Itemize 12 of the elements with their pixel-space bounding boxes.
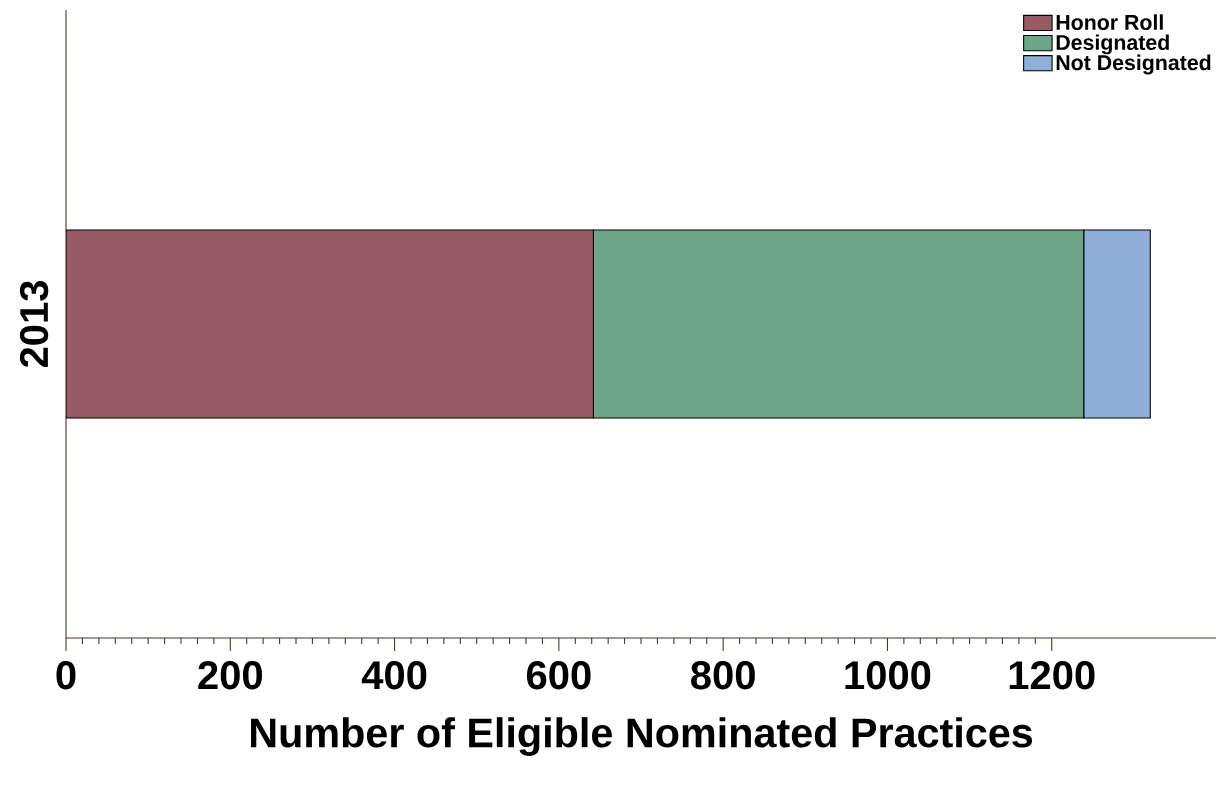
x-tick-label: 800 — [691, 661, 755, 690]
legend-label: Not Designated — [1056, 54, 1211, 75]
x-tick-label: 600 — [526, 661, 591, 690]
y-tick-label: 2013 — [19, 280, 49, 368]
x-tick-label: 1000 — [845, 661, 931, 690]
x-axis-title: Number of Eligible Nominated Practices — [251, 717, 1033, 756]
legend-label: Honor Roll — [1056, 14, 1163, 30]
x-tick-label: 1200 — [1009, 661, 1095, 690]
legend-label: Designated — [1056, 34, 1169, 55]
x-tick-label: 0 — [56, 661, 76, 690]
x-tick-label: 400 — [361, 661, 427, 690]
x-tick-label: 200 — [198, 661, 262, 690]
